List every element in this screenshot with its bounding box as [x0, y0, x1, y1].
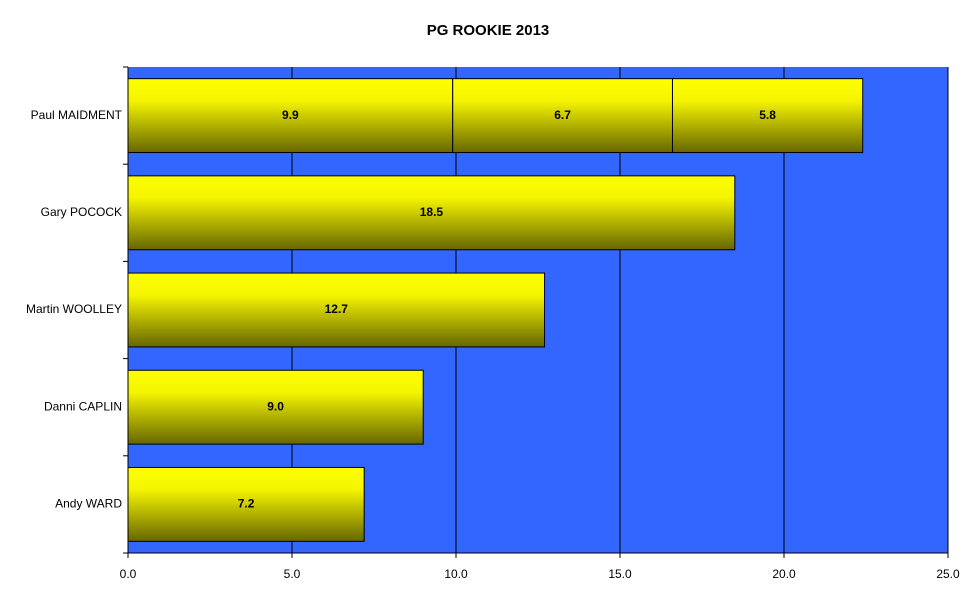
bar	[127, 466, 365, 542]
value-label: 18.5	[420, 205, 444, 219]
value-label: 12.7	[325, 302, 349, 316]
bar	[452, 78, 673, 154]
y-tick-label: Danni CAPLIN	[44, 399, 122, 413]
x-tick-label: 0.0	[120, 567, 137, 581]
bar	[671, 78, 864, 154]
value-label: 5.8	[759, 108, 776, 122]
y-tick-label: Martin WOOLLEY	[26, 302, 122, 316]
bar	[127, 369, 424, 445]
y-tick-label: Andy WARD	[55, 497, 122, 511]
x-tick-label: 20.0	[772, 567, 796, 581]
value-label: 7.2	[238, 497, 255, 511]
y-tick-label: Gary POCOCK	[41, 205, 122, 219]
bar	[127, 78, 454, 154]
x-tick-label: 10.0	[444, 567, 468, 581]
chart-title: PG ROOKIE 2013	[427, 22, 550, 39]
value-label: 9.9	[282, 108, 299, 122]
y-tick-label: Paul MAIDMENT	[31, 108, 123, 122]
value-label: 9.0	[267, 399, 284, 413]
bar	[127, 272, 546, 348]
value-label: 6.7	[554, 108, 571, 122]
x-tick-label: 5.0	[284, 567, 301, 581]
bar	[127, 175, 736, 251]
x-tick-label: 15.0	[608, 567, 632, 581]
x-tick-label: 25.0	[936, 567, 960, 581]
